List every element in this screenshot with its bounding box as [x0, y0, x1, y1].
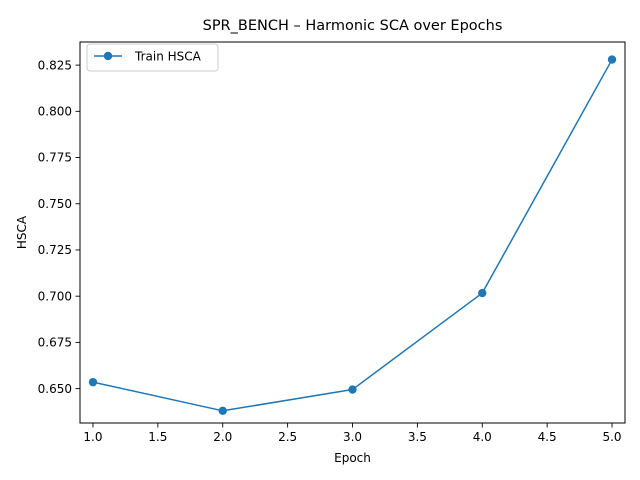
chart-title: SPR_BENCH – Harmonic SCA over Epochs	[203, 18, 503, 34]
legend-box	[86, 43, 219, 72]
x-tick-label: 2.0	[213, 430, 232, 444]
data-point	[88, 377, 98, 387]
x-tick-label: 4.5	[538, 430, 557, 444]
plot-area	[80, 42, 625, 423]
y-tick-label: 0.750	[38, 197, 72, 211]
y-tick-label: 0.700	[38, 289, 72, 303]
x-axis-label: Epoch	[334, 451, 371, 465]
legend: Train HSCA	[86, 43, 219, 72]
y-axis-label: HSCA	[15, 215, 29, 249]
x-tick-label: 1.5	[148, 430, 167, 444]
series-layer	[88, 55, 617, 415]
x-tick-label: 3.5	[408, 430, 427, 444]
y-tick-label: 0.825	[38, 58, 72, 72]
y-tick-label: 0.775	[38, 151, 72, 165]
data-point	[218, 406, 227, 415]
x-tick-label: 2.5	[278, 430, 297, 444]
x-tick-label: 5.0	[602, 430, 621, 444]
y-axis-ticks: 0.650 0.675 0.700 0.725 0.750 0.775 0.800 0.825	[38, 58, 80, 396]
plot-frame	[79, 41, 626, 424]
y-tick-label: 0.725	[38, 243, 72, 257]
y-tick-label: 0.650	[38, 382, 72, 396]
data-point	[478, 288, 487, 298]
y-tick-label: 0.675	[38, 336, 72, 350]
y-tick-label: 0.800	[38, 105, 72, 119]
x-tick-label: 4.0	[473, 430, 492, 444]
x-tick-label: 3.0	[343, 430, 362, 444]
x-tick-label: 1.0	[83, 430, 102, 444]
x-axis-ticks: 1.0 1.5 2.0 2.5 3.0 3.5 4.0 4.5 5.0	[83, 423, 622, 444]
legend-marker-swatch	[103, 51, 113, 61]
data-point	[607, 55, 617, 64]
data-point	[348, 385, 357, 394]
legend-entry-label: Train HSCA	[134, 50, 202, 64]
